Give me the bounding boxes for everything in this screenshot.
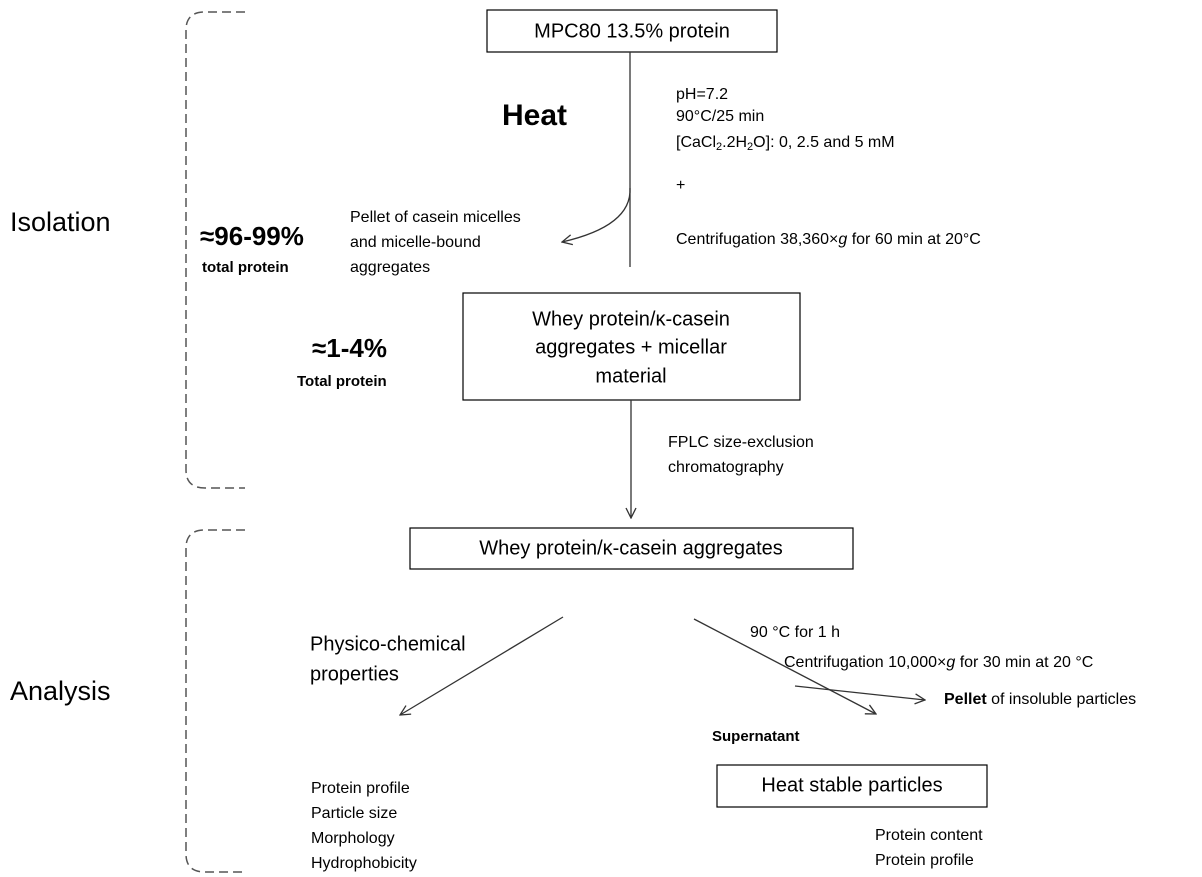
flow-arrow xyxy=(400,616,564,715)
condition: Centrifugation 10,000×g for 30 min at 20… xyxy=(784,654,1093,671)
text-part: of insoluble particles xyxy=(987,691,1136,708)
text-part: g xyxy=(946,654,955,671)
condition: [CaCl2.2H2O]: 0, 2.5 and 5 mM xyxy=(676,134,895,153)
list-item: Particle size xyxy=(311,805,397,822)
heat-stable-box xyxy=(716,764,988,808)
list-item: Protein profile xyxy=(311,780,410,797)
subscript: 2 xyxy=(716,141,722,153)
condition: + xyxy=(676,177,685,194)
aggregates-box xyxy=(409,527,854,570)
condition: pH=7.2 xyxy=(676,86,728,103)
condition: 90 °C for 1 h xyxy=(750,624,840,641)
pellet-text: Pellet of insoluble particles xyxy=(944,691,1136,708)
text-part: .2H xyxy=(722,134,747,151)
text-part: O]: 0, 2.5 and 5 mM xyxy=(753,134,894,151)
list-item: Morphology xyxy=(311,830,395,847)
text-part: Centrifugation 38,360× xyxy=(676,231,838,248)
supernatant-box xyxy=(462,292,801,401)
list-item: Hydrophobicity xyxy=(311,855,417,872)
box-text: material xyxy=(595,365,666,387)
pellet-arrow xyxy=(562,187,631,242)
fplc-text: chromatography xyxy=(668,459,784,476)
start-box xyxy=(486,9,778,53)
list-item: Protein profile xyxy=(875,852,974,869)
text-part: for 60 min at 20°C xyxy=(847,231,981,248)
heat-label: Heat xyxy=(502,99,567,132)
share-label: total protein xyxy=(202,259,289,276)
condition: Centrifugation 38,360×g for 60 min at 20… xyxy=(676,231,981,248)
start-label: MPC80 13.5% protein xyxy=(534,20,730,42)
branch-text: Physico-chemical xyxy=(310,633,466,655)
section-label: Analysis xyxy=(10,676,111,706)
isolation-bracket xyxy=(185,11,245,489)
share: ≈96-99% xyxy=(200,221,304,251)
condition: 90°C/25 min xyxy=(676,108,764,125)
text-part: [CaCl xyxy=(676,134,716,151)
box-text: aggregates + micellar xyxy=(535,336,727,358)
box-text: Heat stable particles xyxy=(761,774,942,796)
text-part: for 30 min at 20 °C xyxy=(955,654,1093,671)
analysis-bracket xyxy=(185,529,245,873)
box-text: Whey protein/κ-casein xyxy=(532,308,730,330)
pellet-text: and micelle-bound xyxy=(350,234,481,251)
list-item: Protein content xyxy=(875,827,983,844)
share: ≈1-4% xyxy=(312,333,387,363)
pellet-text: aggregates xyxy=(350,259,430,276)
supernatant-label: Supernatant xyxy=(712,728,800,745)
fplc-text: FPLC size-exclusion xyxy=(668,434,814,451)
subscript: 2 xyxy=(747,141,753,153)
share-label: Total protein xyxy=(297,373,387,390)
text-part: g xyxy=(838,231,847,248)
box-text: Whey protein/κ-casein aggregates xyxy=(479,537,783,559)
branch-text: properties xyxy=(310,663,399,685)
text-part: Pellet xyxy=(944,691,987,708)
flow-arrow xyxy=(693,618,876,714)
text-part: Centrifugation 10,000× xyxy=(784,654,946,671)
pellet-arrow xyxy=(794,685,925,700)
pellet-text: Pellet of casein micelles xyxy=(350,209,521,226)
section-label: Isolation xyxy=(10,207,111,237)
